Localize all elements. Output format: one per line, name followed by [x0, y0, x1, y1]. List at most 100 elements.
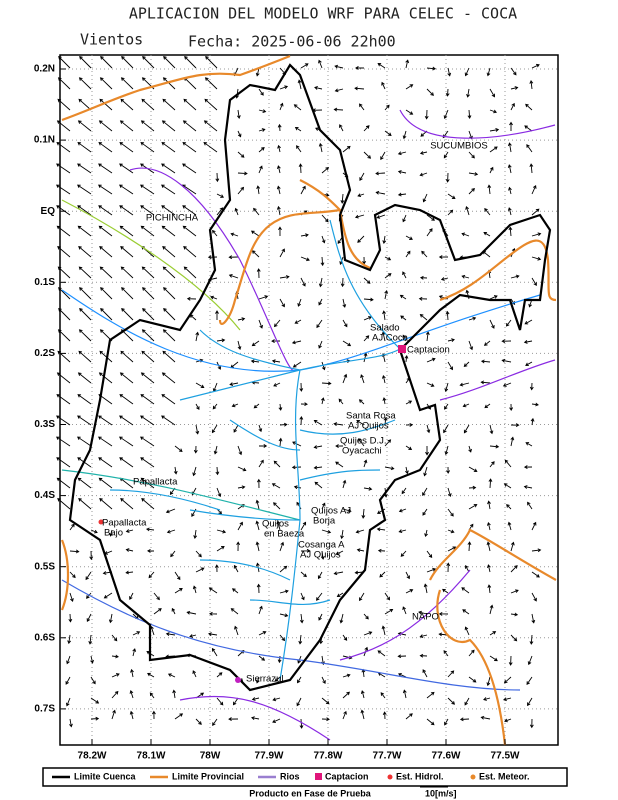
wind-arrow	[250, 230, 260, 237]
wind-arrow	[296, 145, 302, 153]
wind-arrow	[531, 613, 536, 624]
wind-arrow	[192, 585, 197, 594]
wind-arrow	[215, 310, 219, 321]
wind-arrow	[422, 508, 428, 516]
wind-arrow	[78, 498, 92, 510]
wind-arrow	[279, 102, 284, 111]
wind-arrow	[98, 163, 113, 174]
wind-arrow	[468, 676, 477, 683]
wind-arrow	[56, 225, 71, 237]
wind-arrow	[162, 266, 176, 279]
lat-label: 0.2N	[34, 64, 55, 75]
provincial-limit	[439, 239, 557, 302]
streamline	[61, 579, 521, 691]
wind-arrow	[444, 718, 449, 726]
provincial-limit	[429, 528, 557, 746]
wind-arrow	[140, 205, 155, 216]
place-label: Papallacta	[102, 518, 147, 529]
wind-arrow	[205, 56, 218, 69]
wind-arrow	[294, 319, 302, 324]
wind-arrow	[258, 147, 265, 153]
wind-arrow	[486, 521, 491, 531]
wind-arrow	[405, 400, 413, 405]
legend-symbol	[315, 773, 322, 780]
wind-arrow	[111, 709, 116, 720]
wind-arrow	[489, 88, 495, 98]
wind-arrow	[339, 613, 344, 624]
wind-arrow	[342, 340, 352, 347]
place-label: Captacion	[407, 345, 450, 356]
wind-arrow	[405, 466, 409, 475]
legend-symbol	[387, 774, 393, 780]
wind-arrow	[140, 436, 155, 447]
wind-arrow	[531, 232, 542, 237]
wind-arrow	[216, 545, 225, 552]
wind-arrow	[510, 589, 519, 594]
streamline	[399, 109, 556, 139]
wind-arrow	[278, 403, 283, 411]
wind-arrow	[466, 88, 470, 98]
wind-arrow	[354, 214, 365, 219]
wind-arrow	[397, 170, 407, 174]
wind-arrow	[447, 697, 456, 705]
wind-arrow	[161, 142, 176, 153]
wind-arrow	[447, 193, 456, 199]
wind-arrow	[211, 424, 218, 434]
wind-arrow	[445, 88, 450, 97]
wind-arrow	[171, 607, 176, 615]
wind-arrow	[320, 397, 325, 405]
wind-arrow	[182, 225, 197, 237]
wind-arrow	[335, 461, 344, 468]
wind-arrow	[508, 186, 512, 195]
wind-arrow	[508, 655, 513, 666]
wind-arrow	[504, 459, 512, 468]
wind-arrow	[342, 373, 348, 384]
axis-labels: 0.2N 0.1N EQ 0.1S 0.2S 0.3S 0.4S 0.5S 0.6S 0.7S 78…	[34, 64, 520, 762]
wind-arrow	[447, 338, 455, 342]
wind-arrow	[486, 676, 491, 687]
wind-arrow	[166, 529, 176, 534]
wind-arrow	[447, 361, 453, 371]
wind-arrow	[489, 166, 494, 174]
wind-arrow	[232, 697, 239, 706]
wind-arrow	[258, 128, 266, 132]
wind-arrow	[69, 571, 76, 579]
wind-arrow	[527, 655, 533, 666]
wind-arrow	[216, 697, 224, 706]
wind-arrow	[195, 424, 200, 435]
wind-arrow	[397, 192, 407, 197]
wind-arrow	[183, 246, 197, 258]
wind-arrow	[465, 205, 470, 216]
wind-arrow	[272, 697, 281, 702]
wind-arrow	[447, 67, 452, 77]
wind-arrow	[276, 165, 281, 174]
wind-arrow	[489, 128, 500, 132]
wind-arrow	[342, 479, 347, 489]
legend-label: Rios	[280, 771, 300, 781]
wind-arrow	[272, 718, 281, 723]
wind-arrow	[255, 520, 260, 531]
wind-arrow	[360, 709, 365, 720]
lat-label: 0.1S	[34, 277, 55, 288]
wind-arrow	[56, 163, 71, 174]
wind-arrow	[318, 298, 323, 306]
wind-arrow	[419, 314, 428, 321]
wind-arrow	[140, 225, 155, 237]
wind-arrow	[121, 308, 134, 321]
wind-arrow	[487, 184, 492, 195]
provincial-limit	[61, 54, 291, 122]
lat-label: 0.3S	[34, 419, 55, 430]
wind-arrow	[182, 142, 197, 153]
wind-arrow	[56, 394, 71, 405]
wind-arrow	[380, 151, 386, 161]
wind-arrow	[77, 477, 92, 489]
scale-label: 10[m/s]	[425, 788, 457, 798]
wind-arrow	[195, 718, 202, 725]
wind-arrow	[153, 608, 162, 615]
wind-arrow	[342, 634, 348, 641]
wind-arrow	[151, 710, 156, 720]
wind-arrow	[121, 56, 134, 69]
wind-arrow	[510, 541, 515, 552]
wind-arrow	[211, 647, 218, 657]
legend-label: Est. Hidrol.	[396, 771, 444, 781]
